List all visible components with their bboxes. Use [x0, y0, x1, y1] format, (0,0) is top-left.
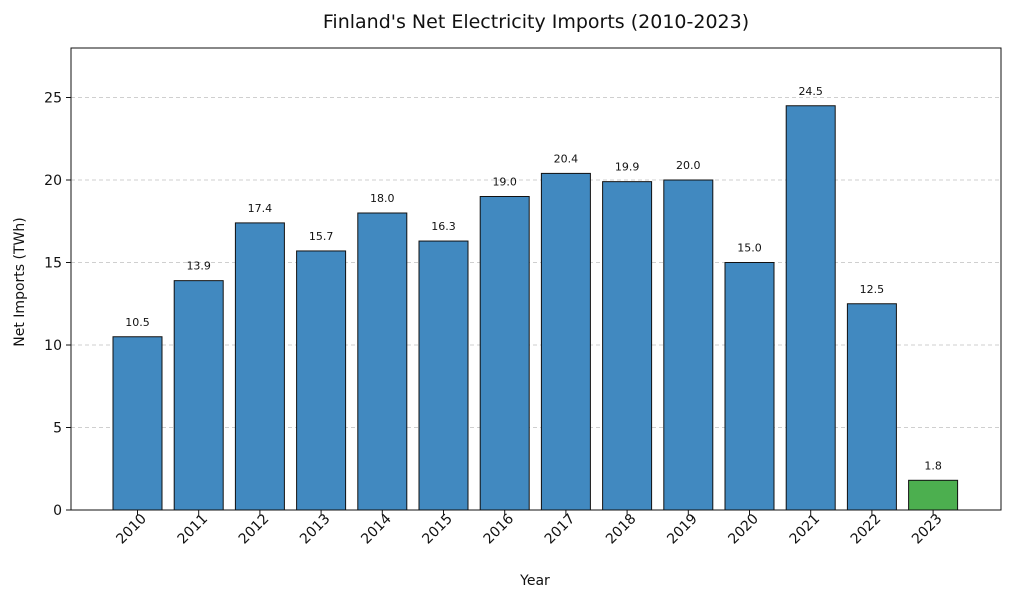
- data-label-2011: 13.9: [186, 260, 211, 273]
- data-label-2018: 19.9: [615, 161, 640, 174]
- y-tick-label: 15: [44, 256, 62, 272]
- bar-2019: [663, 179, 714, 511]
- data-label-2022: 12.5: [860, 283, 885, 296]
- x-tick-label-2010: 2010: [113, 511, 150, 548]
- bar-2022: [846, 303, 897, 511]
- data-labels-group: 10.5 13.9 17.4 15.7 18.0 16.3 19.0 20.4 19.9 20.0…: [125, 85, 942, 473]
- x-tick-label-2011: 2011: [175, 511, 212, 548]
- y-axis: 0 5 10 15 20 25: [44, 91, 71, 519]
- x-tick-label-2016: 2016: [481, 511, 518, 548]
- data-label-2021: 24.5: [798, 85, 823, 98]
- x-tick-label-2014: 2014: [358, 511, 395, 548]
- y-tick-label: 20: [44, 173, 62, 189]
- y-tick-label: 5: [53, 421, 62, 437]
- x-tick-label-2023: 2023: [909, 511, 946, 548]
- data-label-2012: 17.4: [248, 202, 273, 215]
- bar-2018: [602, 181, 653, 511]
- bar-2011: [173, 280, 224, 511]
- y-axis-label: Net Imports (TWh): [12, 217, 28, 346]
- x-axis-label: Year: [519, 573, 550, 589]
- x-tick-label-2019: 2019: [664, 511, 701, 548]
- x-axis: 2010 2011 2012 2013 2014 2015 2016 2017 2018 2019…: [113, 510, 946, 548]
- bar-2014: [357, 212, 408, 511]
- data-label-2016: 19.0: [492, 176, 517, 189]
- data-label-2020: 15.0: [737, 242, 762, 255]
- bar-2023: [908, 479, 959, 511]
- data-label-2019: 20.0: [676, 159, 701, 172]
- x-tick-label-2022: 2022: [848, 511, 885, 548]
- x-tick-label-2013: 2013: [297, 511, 334, 548]
- data-label-2010: 10.5: [125, 316, 150, 329]
- x-tick-label-2017: 2017: [542, 511, 579, 548]
- data-label-2023: 1.8: [924, 459, 942, 472]
- bar-2021: [785, 105, 836, 511]
- x-tick-label-2012: 2012: [236, 511, 273, 548]
- y-tick-label: 10: [44, 338, 62, 354]
- bar-2012: [234, 222, 285, 511]
- bar-2020: [724, 262, 775, 511]
- bar-2013: [296, 250, 347, 511]
- bar-2017: [540, 172, 591, 511]
- gridlines: [71, 97, 1001, 428]
- data-label-2013: 15.7: [309, 230, 334, 243]
- x-tick-label-2018: 2018: [603, 511, 640, 548]
- data-label-2015: 16.3: [431, 220, 456, 233]
- data-label-2017: 20.4: [554, 152, 579, 165]
- y-tick-label: 25: [44, 91, 62, 107]
- bar-2010: [112, 336, 163, 511]
- x-tick-label-2020: 2020: [725, 511, 762, 548]
- plot-frame: [70, 47, 1002, 511]
- x-tick-label-2021: 2021: [787, 511, 824, 548]
- x-tick-label-2015: 2015: [419, 511, 456, 548]
- chart-title: Finland's Net Electricity Imports (2010-…: [323, 11, 749, 33]
- data-label-2014: 18.0: [370, 192, 395, 205]
- bar-2015: [418, 240, 469, 511]
- bar-2016: [479, 196, 530, 511]
- bars-group: [112, 105, 959, 511]
- y-tick-label: 0: [53, 503, 62, 519]
